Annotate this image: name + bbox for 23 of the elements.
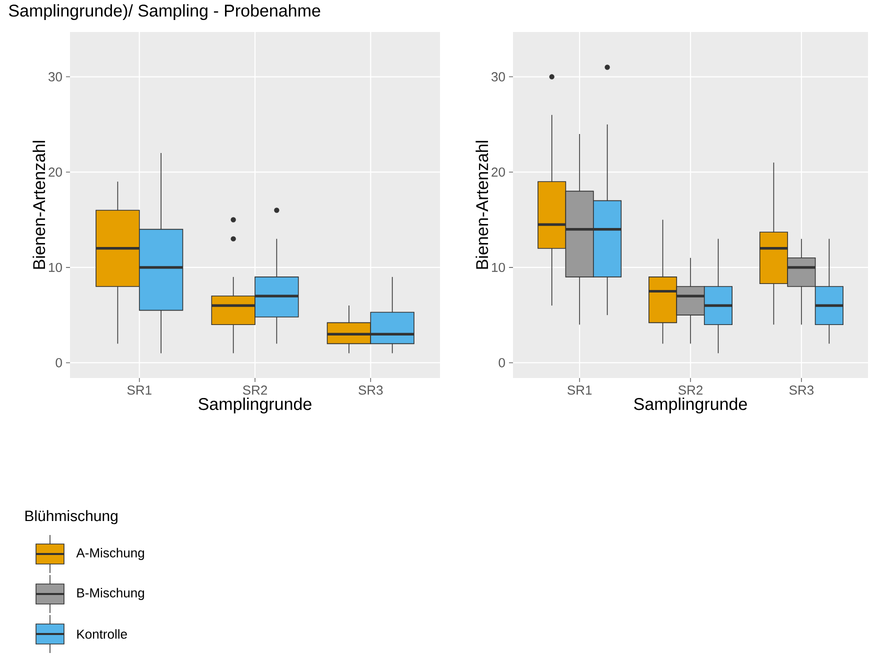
y-tick-label: 10 bbox=[49, 262, 62, 272]
legend-label: Kontrolle bbox=[77, 629, 127, 639]
x-tick-label: SR3 bbox=[358, 386, 383, 395]
y-axis-title: Bienen-Artenzahl bbox=[32, 140, 46, 269]
x-tick-label: SR2 bbox=[678, 386, 702, 395]
y-tick-label: 0 bbox=[56, 358, 62, 368]
x-tick-label: SR1 bbox=[127, 386, 152, 395]
y-tick-label: 10 bbox=[492, 262, 505, 272]
chart-title: Samplingrunde)/ Sampling - Probenahme bbox=[8, 4, 320, 20]
y-tick-label: 0 bbox=[498, 358, 505, 368]
y-axis-title: Bienen-Artenzahl bbox=[476, 140, 488, 269]
legend-label: A-Mischung bbox=[76, 548, 144, 560]
x-tick-label: SR2 bbox=[242, 386, 267, 395]
x-tick-label: SR1 bbox=[568, 386, 592, 395]
legend-title: Blühmischung bbox=[25, 510, 118, 524]
x-tick-label: SR3 bbox=[789, 386, 814, 395]
x-axis-title: Samplingrunde bbox=[198, 398, 312, 414]
y-tick-label: 20 bbox=[492, 167, 505, 177]
y-tick-label: 30 bbox=[48, 72, 62, 82]
y-tick-label: 30 bbox=[492, 72, 505, 82]
legend-label: B-Mischung bbox=[77, 588, 144, 600]
x-axis-title: Samplingrunde bbox=[634, 398, 747, 414]
y-tick-label: 20 bbox=[48, 167, 62, 177]
